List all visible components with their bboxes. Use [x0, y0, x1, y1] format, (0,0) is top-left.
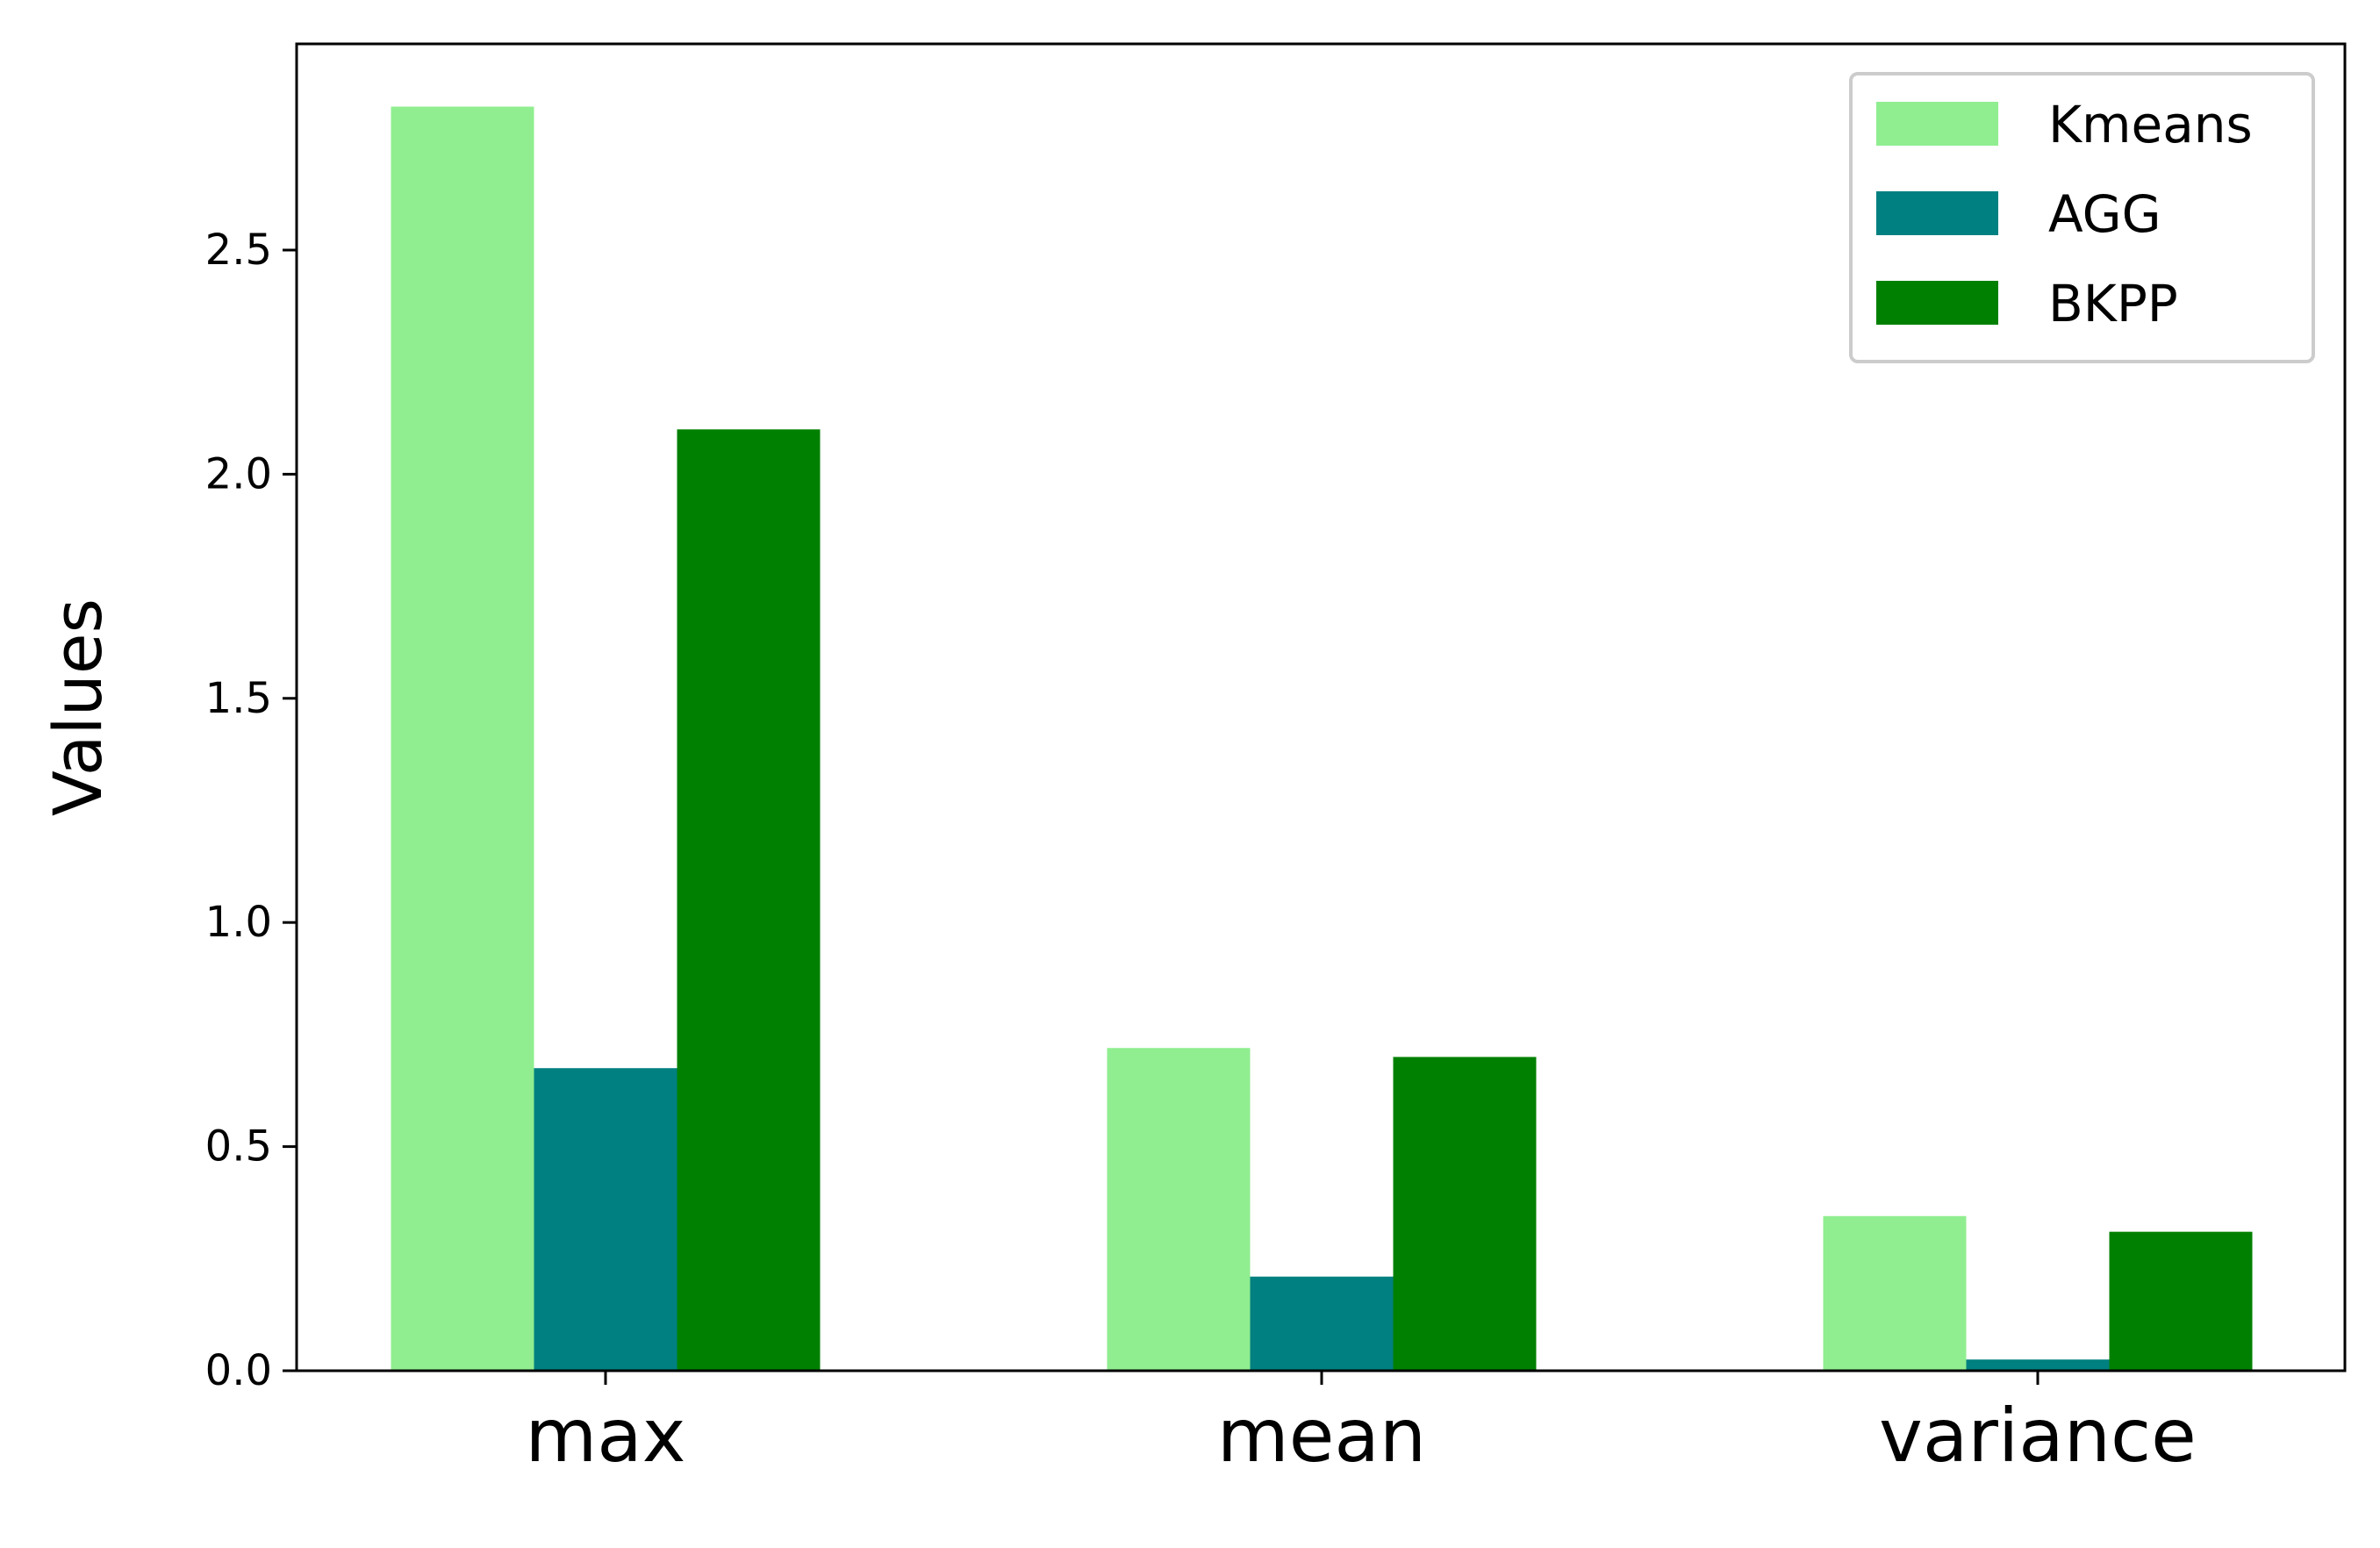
- legend-label-kmeans: Kmeans: [2048, 95, 2253, 154]
- bar-agg-variance: [1966, 1359, 2110, 1371]
- bar-bkpp-mean: [1393, 1057, 1537, 1371]
- legend: Kmeans AGG BKPP: [1849, 72, 2315, 363]
- y-axis-label: Values: [39, 598, 117, 816]
- y-tick-label: 0.0: [205, 1346, 272, 1395]
- legend-swatch-bkpp: [1876, 281, 1998, 325]
- y-tick-label: 1.5: [205, 674, 272, 723]
- legend-label-agg: AGG: [2048, 184, 2161, 244]
- y-tick-label: 2.0: [205, 449, 272, 498]
- bar-bkpp-max: [677, 429, 821, 1371]
- legend-label-bkpp: BKPP: [2048, 274, 2178, 333]
- bar-agg-mean: [1250, 1276, 1394, 1371]
- legend-swatch-kmeans: [1876, 102, 1998, 146]
- x-tick-label-mean: mean: [1217, 1393, 1426, 1479]
- bar-bkpp-variance: [2109, 1231, 2253, 1371]
- bar-kmeans-max: [391, 106, 534, 1371]
- bar-agg-max: [534, 1068, 677, 1371]
- legend-items: Kmeans AGG BKPP: [1876, 95, 2253, 333]
- bar-kmeans-mean: [1107, 1048, 1251, 1371]
- x-tick-label-max: max: [525, 1393, 685, 1479]
- x-axis-ticks: max mean variance: [525, 1371, 2197, 1479]
- legend-swatch-agg: [1876, 191, 1998, 235]
- bar-kmeans-variance: [1823, 1215, 1967, 1371]
- y-tick-label: 1.0: [205, 898, 272, 947]
- y-tick-label: 0.5: [205, 1122, 272, 1172]
- y-axis-ticks: 0.0 0.5 1.0 1.5 2.0 2.5: [205, 226, 297, 1395]
- x-tick-label-variance: variance: [1879, 1393, 2197, 1479]
- bars-layer: [391, 106, 2253, 1371]
- y-tick-label: 2.5: [205, 226, 272, 275]
